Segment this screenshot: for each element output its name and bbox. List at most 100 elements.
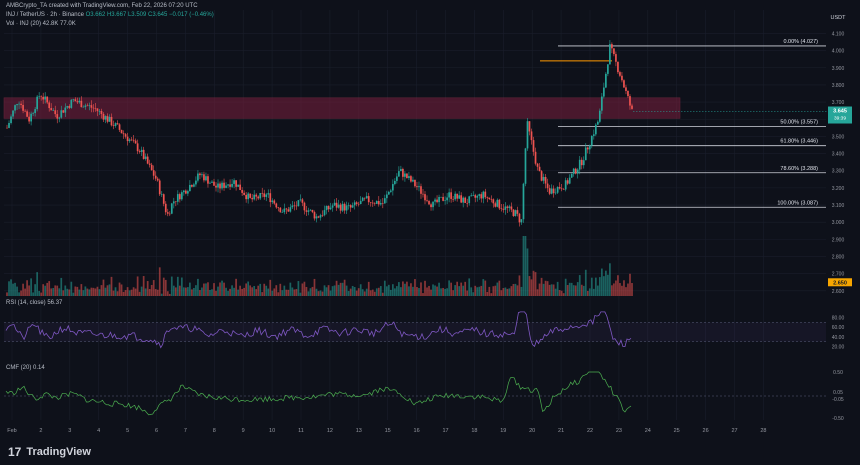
candle-body bbox=[72, 99, 75, 100]
volume-bar bbox=[470, 287, 473, 296]
time-tick-label: 16 bbox=[414, 428, 420, 434]
candle-body bbox=[281, 212, 284, 213]
volume-bar bbox=[574, 285, 577, 296]
volume-bar bbox=[78, 289, 81, 296]
volume-bar bbox=[440, 288, 442, 296]
candle-body bbox=[96, 108, 99, 112]
candle-body bbox=[40, 96, 43, 98]
symbol-name: INJ / TetherUS · 2h · Binance bbox=[6, 12, 84, 18]
price-tick-label: 2.800 bbox=[832, 255, 845, 261]
candle-body bbox=[416, 186, 418, 188]
volume-bar bbox=[305, 286, 308, 296]
volume-bar bbox=[170, 276, 173, 296]
candle-body bbox=[337, 204, 340, 208]
volume-bar bbox=[416, 287, 418, 296]
volume-bar bbox=[564, 278, 567, 296]
volume-bar bbox=[293, 289, 296, 296]
volume-bar bbox=[389, 289, 392, 296]
candle-body bbox=[180, 192, 183, 200]
volume-bar bbox=[271, 290, 274, 296]
candle-body bbox=[211, 181, 213, 183]
volume-bar bbox=[566, 285, 569, 296]
volume-bar bbox=[598, 277, 601, 296]
volume-bar bbox=[245, 283, 248, 296]
candle-body bbox=[132, 139, 135, 141]
volume-bar bbox=[520, 286, 523, 296]
volume-bar bbox=[522, 236, 525, 296]
candle-body bbox=[191, 184, 193, 187]
candle-body bbox=[448, 192, 450, 198]
tradingview-brand[interactable]: 17 TradingView bbox=[8, 445, 91, 459]
volume-bar bbox=[92, 287, 95, 296]
volume-bar bbox=[58, 288, 61, 296]
candle-body bbox=[488, 197, 491, 200]
candle-body bbox=[343, 203, 346, 211]
volume-bar bbox=[98, 289, 101, 296]
candle-body bbox=[623, 80, 625, 88]
volume-bar bbox=[72, 292, 75, 296]
volume-bar bbox=[619, 283, 621, 296]
candle-body bbox=[70, 99, 73, 108]
volume-bar bbox=[317, 291, 320, 296]
candle-body bbox=[189, 184, 191, 192]
candle-body bbox=[122, 133, 125, 135]
candle-body bbox=[462, 197, 465, 203]
volume-bar bbox=[472, 292, 475, 296]
price-tick-label: 3.700 bbox=[832, 100, 845, 106]
fib-level-label: 78.60% (3.288) bbox=[780, 166, 818, 172]
volume-bar bbox=[418, 288, 420, 296]
time-axis[interactable]: Feb 2 3 4 5 6 7 8 9 10 11 12 13 15 16 17 18 19 20 21 22 23 24 2… bbox=[7, 428, 766, 434]
candle-body bbox=[605, 73, 607, 88]
volume-legend[interactable]: Vol · INJ (20) 42.8K 77.0K bbox=[6, 21, 76, 27]
price-tick-label: 3.800 bbox=[832, 83, 845, 89]
volume-bar bbox=[621, 285, 623, 296]
candle-body bbox=[381, 203, 384, 204]
candle-body bbox=[277, 207, 280, 209]
volume-bar bbox=[478, 286, 481, 296]
candle-body bbox=[607, 64, 609, 74]
candle-body bbox=[297, 200, 300, 207]
candle-body bbox=[345, 205, 348, 211]
candle-body bbox=[291, 205, 294, 208]
volume-bar bbox=[329, 290, 332, 296]
candle-body bbox=[619, 72, 621, 76]
cmf-tick-label: -0.50 bbox=[832, 416, 844, 422]
candle-series bbox=[6, 39, 633, 227]
candle-body bbox=[594, 124, 597, 135]
volume-bar bbox=[343, 279, 346, 296]
candle-body bbox=[299, 199, 302, 201]
volume-bar bbox=[422, 293, 424, 296]
candle-body bbox=[592, 134, 595, 136]
candle-body bbox=[203, 174, 205, 181]
time-tick-label: 17 bbox=[442, 428, 448, 434]
rsi-legend[interactable]: RSI (14, close) 56.37 bbox=[6, 300, 63, 306]
rsi-tick-label: 80.00 bbox=[832, 316, 845, 322]
candle-body bbox=[576, 169, 579, 174]
candle-body bbox=[146, 156, 149, 164]
candle-body bbox=[62, 110, 65, 113]
candle-body bbox=[408, 176, 410, 179]
candle-body bbox=[400, 168, 402, 172]
candle-body bbox=[396, 176, 398, 181]
fib-level-label: 61.80% (3.446) bbox=[780, 139, 818, 145]
symbol-header[interactable]: INJ / TetherUS · 2h · Binance O3.662 H3.… bbox=[6, 12, 214, 18]
volume-bar bbox=[361, 289, 364, 296]
candle-body bbox=[617, 61, 619, 73]
cmf-legend[interactable]: CMF (20) 0.14 bbox=[6, 365, 45, 371]
candle-body bbox=[311, 209, 314, 213]
volume-bar bbox=[182, 287, 185, 296]
candle-body bbox=[305, 210, 308, 212]
candle-body bbox=[492, 199, 495, 204]
volume-bar bbox=[289, 282, 292, 296]
candle-body bbox=[64, 107, 67, 113]
candle-body bbox=[504, 206, 507, 210]
candle-body bbox=[596, 121, 599, 125]
rsi-tick-label: 40.00 bbox=[832, 335, 845, 341]
candle-body bbox=[12, 110, 14, 117]
candle-body bbox=[243, 192, 245, 195]
volume-bar bbox=[460, 282, 463, 296]
volume-bar bbox=[629, 273, 631, 296]
volume-bar bbox=[578, 275, 581, 296]
volume-bar bbox=[373, 291, 376, 296]
